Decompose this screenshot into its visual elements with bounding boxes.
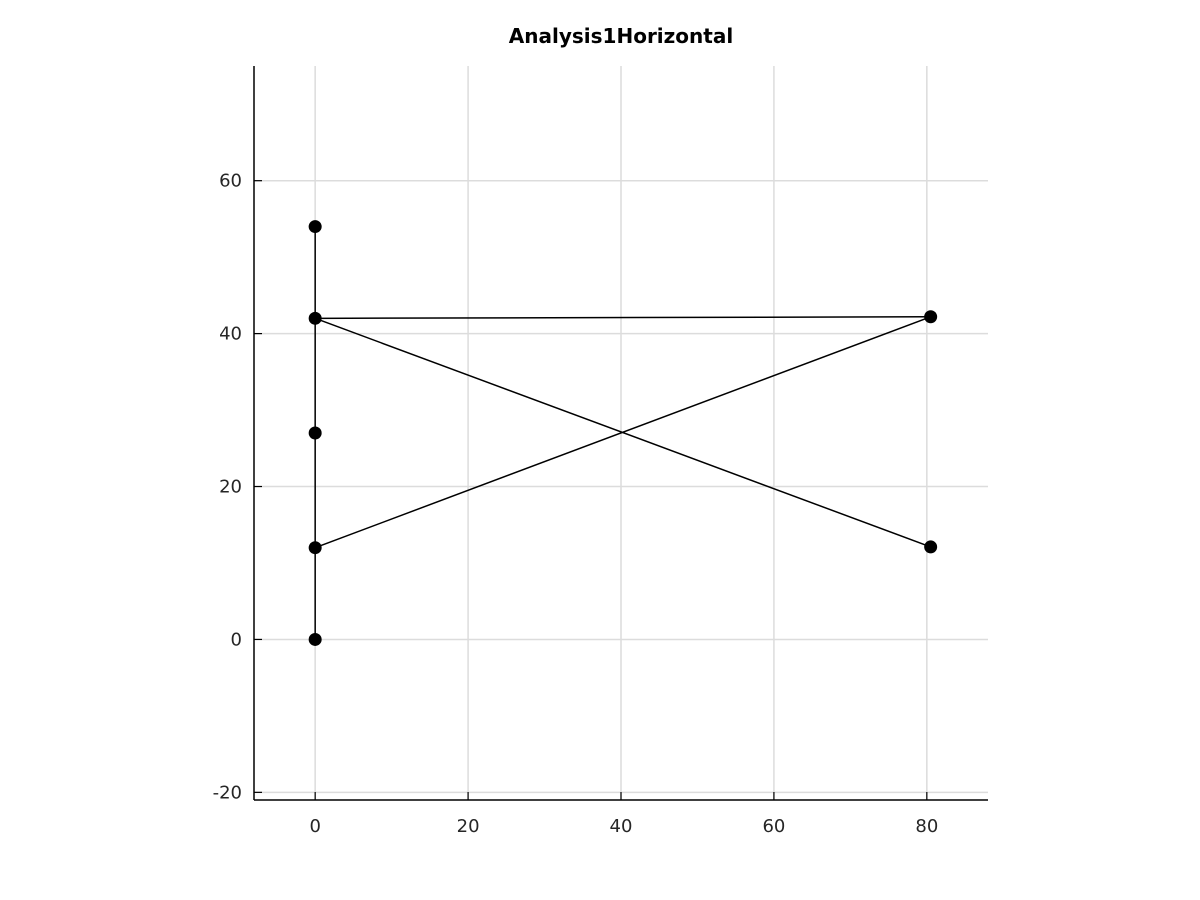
axes — [253, 66, 988, 801]
data-point — [924, 540, 938, 554]
y-tick-label: 40 — [219, 324, 242, 345]
y-tick-label: 60 — [219, 171, 242, 192]
data-point — [924, 310, 938, 324]
series-markers — [308, 220, 938, 646]
data-point — [308, 426, 322, 440]
x-tick-label: 40 — [610, 816, 633, 837]
chart-title: Analysis1Horizontal — [509, 24, 733, 48]
y-tick-label: 20 — [219, 477, 242, 498]
x-tick-labels: 0 20 40 60 80 — [309, 816, 938, 837]
series-segment — [315, 316, 931, 320]
x-tick-label: 60 — [762, 816, 785, 837]
data-point — [308, 220, 322, 234]
x-tick-label: 0 — [309, 816, 320, 837]
y-tick-label: -20 — [213, 782, 242, 803]
x-tick-label: 80 — [915, 816, 938, 837]
x-tick-label: 20 — [457, 816, 480, 837]
data-point — [308, 311, 322, 325]
data-point — [308, 541, 322, 555]
y-tick-labels: -20 0 20 40 60 — [213, 171, 242, 804]
series-lines — [314, 226, 931, 640]
data-point — [308, 632, 322, 646]
y-tick-label: 0 — [231, 629, 242, 650]
series-segment — [314, 316, 931, 549]
